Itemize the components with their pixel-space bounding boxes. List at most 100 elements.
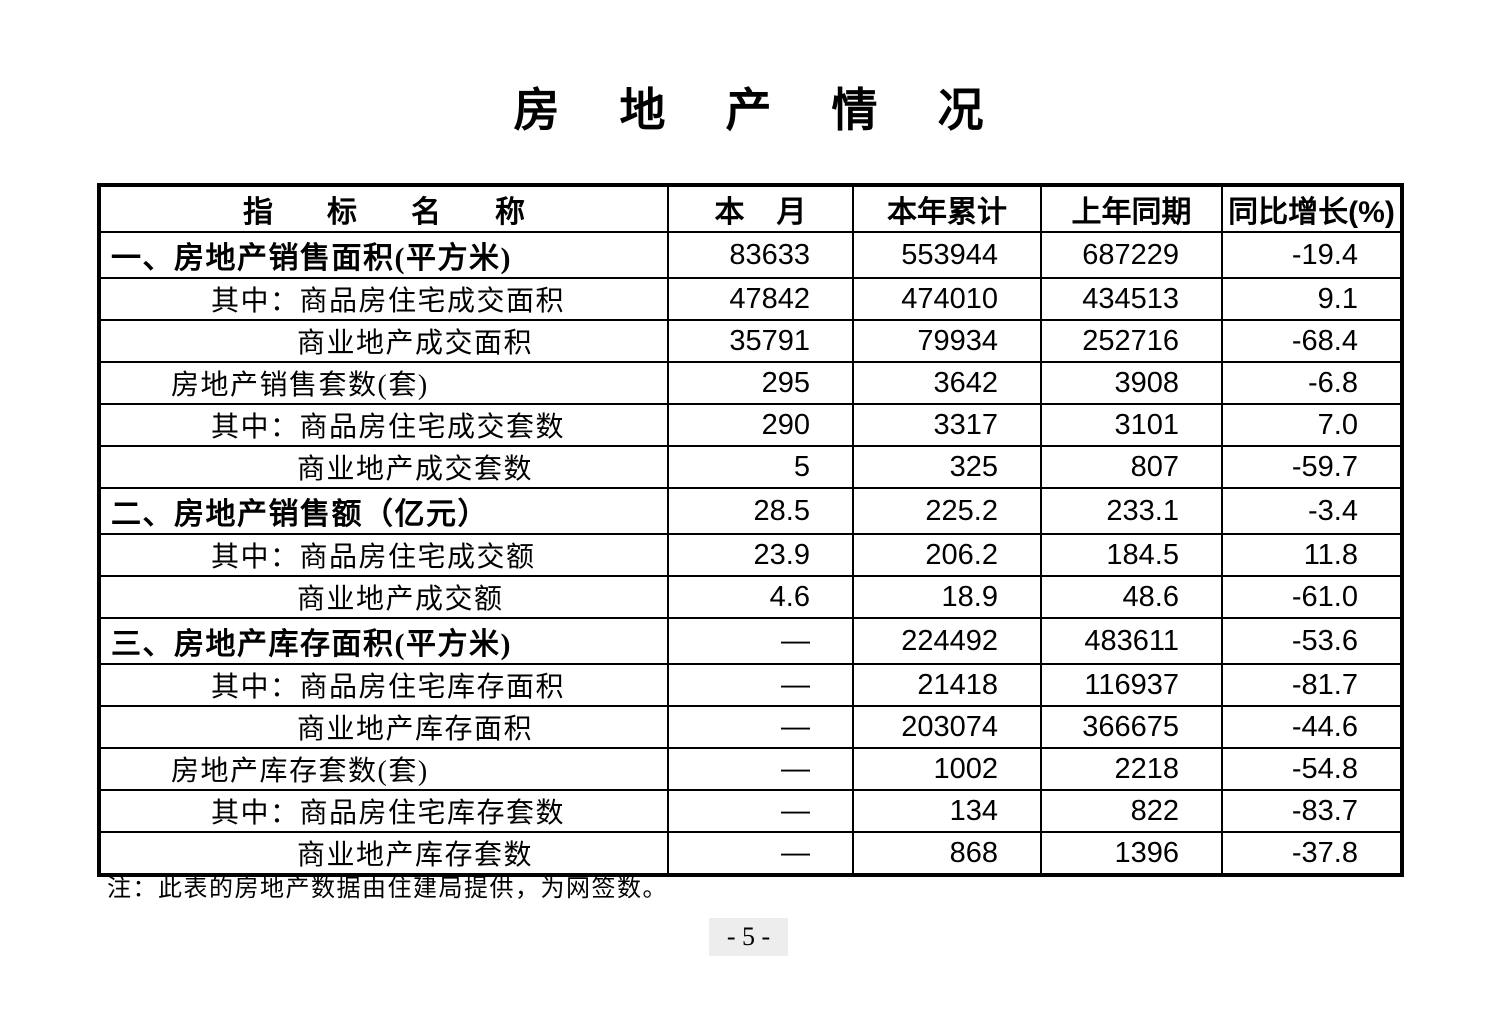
- value-current-month: —: [667, 831, 854, 876]
- value-current-month: 83633: [667, 231, 854, 279]
- value-yoy-growth: -6.8: [1221, 361, 1403, 405]
- value-ytd: 1002: [852, 747, 1042, 791]
- value-current-month: —: [667, 705, 854, 749]
- value-yoy-growth: 9.1: [1221, 277, 1403, 321]
- table-row: 商业地产成交面积 35791 79934 252716 -68.4: [98, 319, 1403, 363]
- value-current-month: 23.9: [667, 533, 854, 577]
- table-row: 二、房地产销售额（亿元） 28.5 225.2 233.1 -3.4: [98, 487, 1403, 535]
- value-current-month: —: [667, 747, 854, 791]
- table-header-row: 指标名称 本月 本年累计 上年同期 同比增长(%): [98, 184, 1403, 233]
- value-yoy-growth: -54.8: [1221, 747, 1403, 791]
- value-last-year: 3101: [1040, 403, 1223, 447]
- row-label: 其中：商品房住宅成交套数: [98, 403, 669, 447]
- row-label: 一、房地产销售面积(平方米): [98, 231, 669, 279]
- value-ytd: 553944: [852, 231, 1042, 279]
- column-header-last-year: 上年同期: [1040, 184, 1223, 233]
- value-yoy-growth: -83.7: [1221, 789, 1403, 833]
- value-yoy-growth: -19.4: [1221, 231, 1403, 279]
- row-label: 房地产销售套数(套): [98, 361, 669, 405]
- table-row: 一、房地产销售面积(平方米) 83633 553944 687229 -19.4: [98, 231, 1403, 279]
- page-title: 房地产情况: [513, 84, 1044, 136]
- value-yoy-growth: -44.6: [1221, 705, 1403, 749]
- value-ytd: 203074: [852, 705, 1042, 749]
- value-last-year: 233.1: [1040, 487, 1223, 535]
- value-last-year: 434513: [1040, 277, 1223, 321]
- table-row: 商业地产库存面积 — 203074 366675 -44.6: [98, 705, 1403, 749]
- value-last-year: 822: [1040, 789, 1223, 833]
- column-header-current-month: 本月: [667, 184, 854, 233]
- value-last-year: 807: [1040, 445, 1223, 489]
- value-yoy-growth: -59.7: [1221, 445, 1403, 489]
- value-current-month: 290: [667, 403, 854, 447]
- value-current-month: 47842: [667, 277, 854, 321]
- value-current-month: —: [667, 789, 854, 833]
- table-row: 商业地产库存套数 — 868 1396 -37.8: [98, 831, 1403, 876]
- table-row: 商业地产成交套数 5 325 807 -59.7: [98, 445, 1403, 489]
- row-label: 房地产库存套数(套): [98, 747, 669, 791]
- value-ytd: 3317: [852, 403, 1042, 447]
- table-row: 房地产销售套数(套) 295 3642 3908 -6.8: [98, 361, 1403, 405]
- row-label: 其中：商品房住宅库存面积: [98, 663, 669, 707]
- row-label: 商业地产成交额: [98, 575, 669, 619]
- table-row: 其中：商品房住宅成交额 23.9 206.2 184.5 11.8: [98, 533, 1403, 577]
- value-last-year: 252716: [1040, 319, 1223, 363]
- value-yoy-growth: -37.8: [1221, 831, 1403, 876]
- value-yoy-growth: -53.6: [1221, 617, 1403, 665]
- value-current-month: 4.6: [667, 575, 854, 619]
- value-ytd: 18.9: [852, 575, 1042, 619]
- value-ytd: 224492: [852, 617, 1042, 665]
- value-ytd: 474010: [852, 277, 1042, 321]
- table-row: 其中：商品房住宅库存面积 — 21418 116937 -81.7: [98, 663, 1403, 707]
- value-last-year: 687229: [1040, 231, 1223, 279]
- row-label: 二、房地产销售额（亿元）: [98, 487, 669, 535]
- row-label: 其中：商品房住宅成交面积: [98, 277, 669, 321]
- value-current-month: 35791: [667, 319, 854, 363]
- value-last-year: 3908: [1040, 361, 1223, 405]
- value-ytd: 134: [852, 789, 1042, 833]
- value-last-year: 184.5: [1040, 533, 1223, 577]
- table-row: 其中：商品房住宅库存套数 — 134 822 -83.7: [98, 789, 1403, 833]
- value-ytd: 206.2: [852, 533, 1042, 577]
- footnote: 注：此表的房地产数据由住建局提供，为网签数。: [107, 876, 668, 902]
- value-last-year: 116937: [1040, 663, 1223, 707]
- value-yoy-growth: 11.8: [1221, 533, 1403, 577]
- row-label: 商业地产库存套数: [98, 831, 669, 876]
- value-current-month: —: [667, 663, 854, 707]
- row-label: 其中：商品房住宅库存套数: [98, 789, 669, 833]
- value-yoy-growth: -61.0: [1221, 575, 1403, 619]
- value-last-year: 366675: [1040, 705, 1223, 749]
- table-row: 房地产库存套数(套) — 1002 2218 -54.8: [98, 747, 1403, 791]
- row-label: 商业地产成交面积: [98, 319, 669, 363]
- row-label: 其中：商品房住宅成交额: [98, 533, 669, 577]
- value-yoy-growth: -3.4: [1221, 487, 1403, 535]
- value-ytd: 3642: [852, 361, 1042, 405]
- column-header-indicator: 指标名称: [98, 184, 669, 233]
- column-header-ytd: 本年累计: [852, 184, 1042, 233]
- page-number: - 5 -: [0, 918, 1497, 956]
- value-last-year: 48.6: [1040, 575, 1223, 619]
- value-yoy-growth: 7.0: [1221, 403, 1403, 447]
- value-current-month: 28.5: [667, 487, 854, 535]
- value-ytd: 225.2: [852, 487, 1042, 535]
- value-current-month: 295: [667, 361, 854, 405]
- value-last-year: 483611: [1040, 617, 1223, 665]
- value-ytd: 79934: [852, 319, 1042, 363]
- table-row: 三、房地产库存面积(平方米) — 224492 483611 -53.6: [98, 617, 1403, 665]
- real-estate-table: 指标名称 本月 本年累计 上年同期 同比增长(%) 一、房地产销售面积(平方米)…: [97, 183, 1404, 877]
- value-ytd: 21418: [852, 663, 1042, 707]
- value-current-month: —: [667, 617, 854, 665]
- value-ytd: 868: [852, 831, 1042, 876]
- value-ytd: 325: [852, 445, 1042, 489]
- row-label: 三、房地产库存面积(平方米): [98, 617, 669, 665]
- value-current-month: 5: [667, 445, 854, 489]
- column-header-yoy-growth: 同比增长(%): [1221, 184, 1403, 233]
- value-yoy-growth: -68.4: [1221, 319, 1403, 363]
- value-last-year: 1396: [1040, 831, 1223, 876]
- value-last-year: 2218: [1040, 747, 1223, 791]
- row-label: 商业地产库存面积: [98, 705, 669, 749]
- table-row: 其中：商品房住宅成交面积 47842 474010 434513 9.1: [98, 277, 1403, 321]
- table-row: 其中：商品房住宅成交套数 290 3317 3101 7.0: [98, 403, 1403, 447]
- row-label: 商业地产成交套数: [98, 445, 669, 489]
- value-yoy-growth: -81.7: [1221, 663, 1403, 707]
- table-row: 商业地产成交额 4.6 18.9 48.6 -61.0: [98, 575, 1403, 619]
